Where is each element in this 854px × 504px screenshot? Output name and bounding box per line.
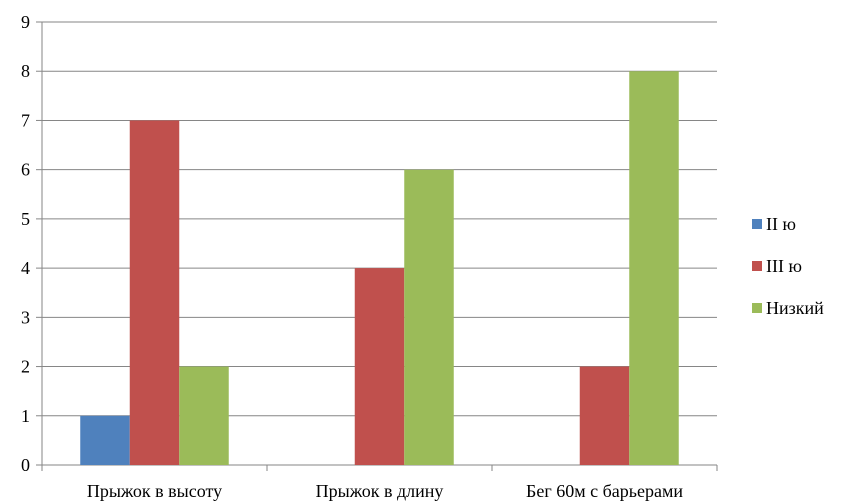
- legend-label: III ю: [766, 255, 802, 276]
- y-tick-label: 6: [21, 160, 30, 180]
- y-tick-label: 9: [21, 12, 30, 32]
- legend-item: II ю: [752, 203, 824, 245]
- x-tick-label: Бег 60м с барьерами: [526, 481, 683, 501]
- y-tick-label: 4: [21, 258, 30, 278]
- y-tick-label: 0: [21, 455, 30, 475]
- bar: [354, 268, 405, 465]
- y-tick-label: 2: [21, 357, 30, 377]
- legend: II ю III ю Низкий: [752, 203, 824, 329]
- y-tick-label: 7: [21, 110, 30, 130]
- legend-swatch: [752, 261, 762, 271]
- y-tick-label: 8: [21, 61, 30, 81]
- legend-swatch: [752, 303, 762, 313]
- bar: [629, 71, 679, 465]
- bar: [179, 366, 229, 465]
- legend-item: Низкий: [752, 287, 824, 329]
- legend-swatch: [752, 219, 762, 229]
- y-tick-label: 1: [21, 406, 30, 426]
- y-tick-label: 5: [21, 209, 30, 229]
- bar: [129, 120, 180, 465]
- bar: [404, 169, 454, 465]
- y-tick-label: 3: [21, 307, 30, 327]
- legend-label: Низкий: [766, 297, 824, 318]
- bar: [579, 366, 630, 465]
- legend-label: II ю: [766, 213, 796, 234]
- x-tick-label: Прыжок в высоту: [87, 481, 222, 501]
- x-tick-label: Прыжок в длину: [316, 481, 444, 501]
- bar: [80, 415, 130, 465]
- legend-item: III ю: [752, 245, 824, 287]
